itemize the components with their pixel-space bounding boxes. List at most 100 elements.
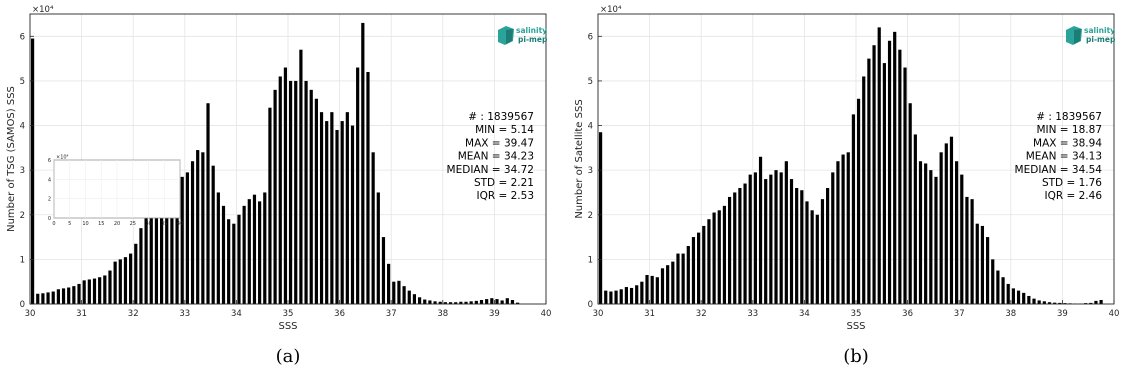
histogram-bar: [283, 67, 288, 305]
histogram-bar: [722, 205, 727, 304]
histogram-bar: [211, 165, 215, 304]
y-tick-label: 1: [20, 255, 25, 265]
histogram-bar: [464, 301, 468, 304]
histogram-bar: [635, 285, 639, 304]
histogram-bar: [769, 174, 773, 304]
stats-line: MEAN = 34.13: [1026, 151, 1102, 163]
inset-x-tick-label: 5: [68, 221, 71, 227]
histogram-bar: [61, 288, 66, 304]
histogram-bar: [640, 281, 644, 304]
histogram-bar: [1011, 288, 1015, 304]
histogram-bar: [598, 132, 603, 304]
logo-text-line1: salinity: [1084, 26, 1115, 35]
histogram-bar: [196, 150, 200, 304]
histogram-bar: [841, 154, 845, 304]
inset-x-tick-label: 25: [130, 221, 136, 227]
x-tick-label: 31: [76, 309, 87, 319]
histogram-bar: [1016, 290, 1021, 304]
histogram-bar: [929, 170, 933, 304]
inset-exponent-label: ×10⁴: [56, 155, 69, 161]
histogram-bar: [98, 277, 102, 304]
stats-line: # : 1839567: [468, 111, 534, 123]
histogram-bar: [448, 302, 453, 304]
histogram-bar: [924, 163, 928, 304]
histogram-bar: [423, 299, 427, 304]
histogram-bar: [206, 103, 210, 304]
inset-plot: 0 5 10 15 20 25 30 35 40 0 2 4 6 ×10⁴: [48, 155, 183, 228]
logo-text-line2: pi-mep: [1086, 35, 1116, 44]
histogram-bar: [345, 112, 349, 305]
x-tick-label: 40: [541, 309, 552, 319]
x-tick-label: 35: [283, 309, 294, 319]
histogram-bar: [510, 299, 515, 304]
histogram-bar: [965, 196, 969, 304]
histogram-bar: [872, 45, 876, 304]
histogram-bar: [149, 201, 153, 304]
x-tick-label: 36: [902, 309, 913, 319]
x-tick-label: 38: [1005, 309, 1016, 319]
histogram-bar: [789, 179, 794, 304]
histogram-bar: [1089, 302, 1093, 304]
histogram-bar: [707, 219, 711, 304]
histogram-bar: [1094, 300, 1098, 304]
histogram-bar: [500, 300, 504, 304]
y-tick-label: 6: [20, 32, 25, 42]
histogram-bar: [949, 136, 954, 304]
x-tick-label: 38: [437, 309, 448, 319]
inset-x-tick-label: 15: [98, 221, 104, 227]
histogram-bar: [975, 223, 979, 304]
inset-y-tick-label: 0: [48, 216, 51, 222]
histogram-bar: [862, 76, 866, 304]
histogram-bar: [180, 176, 184, 304]
histogram-bar: [831, 172, 835, 304]
stats-line: MEAN = 34.23: [458, 151, 534, 163]
x-tick-label: 32: [696, 309, 707, 319]
histogram-bar: [702, 225, 706, 304]
x-axis-label: SSS: [846, 321, 865, 332]
histogram-bar: [67, 287, 71, 304]
histogram-bar: [1099, 299, 1103, 304]
logo-text-line2: pi-mep: [518, 35, 548, 44]
histogram-bar: [402, 286, 406, 304]
logo-text-line1: salinity: [516, 26, 547, 35]
histogram-bar: [604, 290, 608, 304]
histogram-bar: [1006, 283, 1010, 304]
histogram-bar: [227, 219, 231, 304]
histogram-bar: [361, 22, 365, 305]
histogram-bar: [376, 192, 380, 304]
histogram-bar: [991, 259, 995, 304]
histogram-bar: [273, 89, 277, 304]
stats-line: MEDIAN = 34.72: [447, 164, 534, 176]
histogram-bar: [77, 283, 81, 304]
histogram-bar: [490, 298, 494, 304]
histogram-bar: [459, 301, 463, 304]
histogram-bar: [960, 174, 964, 304]
histogram-bar: [887, 40, 892, 305]
histogram-bar: [30, 38, 35, 305]
histogram-bar: [980, 225, 985, 304]
histogram-bar: [774, 170, 778, 304]
histogram-bar: [939, 152, 943, 304]
histogram-bar: [412, 294, 417, 304]
histogram-bar: [36, 293, 40, 304]
x-tick-label: 34: [231, 309, 242, 319]
x-tick-label: 33: [747, 309, 758, 319]
y-exponent-label: ×10⁴: [600, 5, 622, 15]
histogram-bar: [335, 130, 339, 304]
histogram-bar: [691, 237, 696, 304]
histogram-bar: [92, 278, 97, 304]
histogram-bar: [258, 201, 262, 304]
histogram-bar: [46, 292, 50, 304]
x-tick-label: 40: [1109, 309, 1120, 319]
inset-x-tick-label: 40: [177, 221, 183, 227]
histogram-bar: [851, 114, 856, 304]
histogram-bar: [903, 67, 907, 305]
histogram-bar: [454, 302, 458, 304]
x-axis-label: SSS: [278, 321, 297, 332]
histogram-bar: [154, 196, 159, 304]
histogram-bar: [743, 183, 747, 304]
histogram-bar: [676, 253, 680, 304]
histogram-bar: [1001, 277, 1005, 304]
chart-panel-a: 30 31 32 33 34 35 36 37 38 39 400123456×10⁴SSSNumb…: [6, 5, 551, 367]
histogram-bar: [474, 300, 478, 304]
